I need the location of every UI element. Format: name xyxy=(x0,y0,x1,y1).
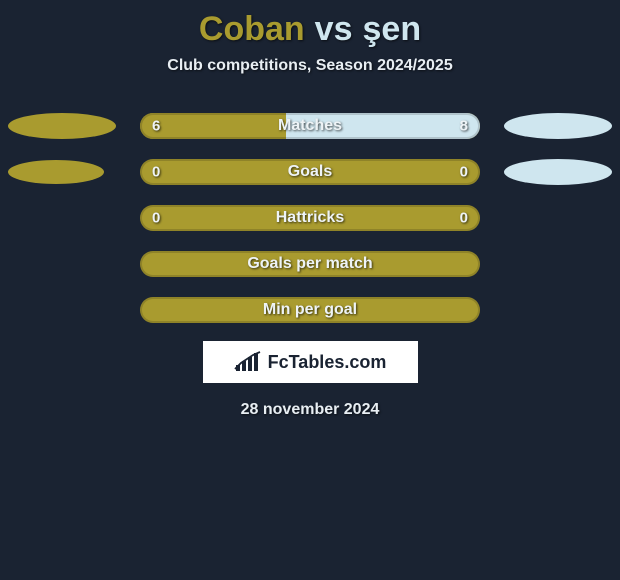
stat-row: Hattricks00 xyxy=(0,195,620,241)
stat-bar: Goals per match xyxy=(140,251,480,277)
bar-background xyxy=(140,159,480,185)
stat-row: Min per goal xyxy=(0,287,620,333)
player-right-name: şen xyxy=(363,10,422,49)
bar-left-fill xyxy=(140,113,286,139)
bar-background xyxy=(140,251,480,277)
vs-text: vs xyxy=(315,10,353,49)
stat-row: Matches68 xyxy=(0,103,620,149)
stat-bar: Hattricks00 xyxy=(140,205,480,231)
stats-area: Matches68 Goals00 Hattricks00 Goals per mat… xyxy=(0,103,620,333)
date-text: 28 november 2024 xyxy=(241,401,380,419)
stat-row: Goals per match xyxy=(0,241,620,287)
stat-bar: Goals00 xyxy=(140,159,480,185)
side-shape-left xyxy=(8,113,116,139)
bar-right-fill xyxy=(286,113,480,139)
logo-text: FcTables.com xyxy=(268,352,387,373)
bar-background xyxy=(140,297,480,323)
comparison-infographic: Coban vs şen Club competitions, Season 2… xyxy=(0,0,620,419)
player-left-name: Coban xyxy=(199,10,305,49)
title-row: Coban vs şen xyxy=(199,10,421,49)
stat-bar: Min per goal xyxy=(140,297,480,323)
subtitle: Club competitions, Season 2024/2025 xyxy=(167,57,452,75)
stat-row: Goals00 xyxy=(0,149,620,195)
bar-background xyxy=(140,205,480,231)
side-shape-right xyxy=(504,159,612,185)
site-logo: FcTables.com xyxy=(203,341,418,383)
stat-bar: Matches68 xyxy=(140,113,480,139)
side-shape-right xyxy=(504,113,612,139)
bar-chart-icon xyxy=(234,351,262,373)
side-shape-left xyxy=(8,160,104,184)
